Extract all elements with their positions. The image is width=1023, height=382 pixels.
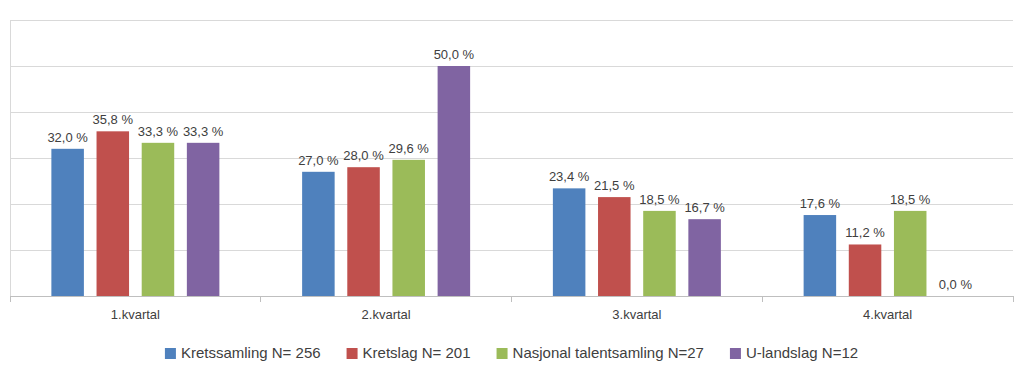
data-labels: 32,0 % 27,0 % 23,4 % 17,6 % 35,8 % 28,0 % 21,5… (47, 47, 972, 292)
data-label: 32,0 % (47, 130, 88, 145)
data-label: 33,3 % (183, 124, 224, 139)
bar (438, 66, 471, 296)
x-tick: 1.kvartal (111, 296, 160, 322)
data-label: 16,7 % (684, 200, 725, 215)
x-tick-label: 2.kvartal (362, 307, 411, 322)
data-label: 0,0 % (939, 277, 973, 292)
chart: 0102030405060 32,0 % 27,0 % 23,4 % 17,6 % 35,… (0, 0, 1023, 382)
legend-swatch (497, 348, 508, 359)
x-tick-label: 3.kvartal (612, 307, 661, 322)
y-axis: 0102030405060 (10, 21, 12, 297)
grid-line (10, 20, 1013, 21)
category-separator (1013, 296, 1014, 302)
bar (51, 149, 84, 296)
legend-item: Kretslag N= 201 (347, 344, 471, 361)
bar (804, 215, 837, 296)
x-tick-label: 1.kvartal (111, 307, 160, 322)
x-tick: 3.kvartal (612, 296, 661, 322)
y-axis-line (10, 21, 11, 297)
bar (939, 296, 972, 297)
bar (392, 160, 425, 296)
bar (894, 211, 927, 296)
legend-label: Kretslag N= 201 (363, 344, 471, 361)
legend-swatch (347, 348, 358, 359)
legend-swatch (730, 348, 741, 359)
grid-line (10, 66, 1013, 67)
bar (553, 188, 586, 296)
legend-label: Nasjonal talentsamling N=27 (513, 344, 704, 361)
data-label: 23,4 % (549, 169, 590, 184)
data-label: 35,8 % (93, 112, 134, 127)
data-label: 17,6 % (800, 196, 841, 211)
bar (598, 197, 631, 296)
legend-label: Kretssamling N= 256 (181, 344, 321, 361)
data-label: 18,5 % (639, 192, 680, 207)
bar (688, 219, 721, 296)
bar (97, 131, 130, 296)
x-tick-label: 4.kvartal (863, 307, 912, 322)
category-separator (511, 296, 512, 302)
legend-item: Nasjonal talentsamling N=27 (497, 344, 704, 361)
data-label: 11,2 % (845, 225, 885, 240)
bar (643, 211, 676, 296)
legend-swatch (165, 348, 176, 359)
x-tick: 4.kvartal (863, 296, 912, 322)
data-label: 33,3 % (138, 124, 179, 139)
legend: Kretssamling N= 256 Kretslag N= 201 Nasjon… (165, 344, 858, 361)
bar (142, 143, 175, 296)
legend-label: U-landslag N=12 (746, 344, 858, 361)
legend-item: U-landslag N=12 (730, 344, 858, 361)
category-separator (762, 296, 763, 302)
x-tick: 2.kvartal (362, 296, 411, 322)
bar (187, 143, 220, 296)
legend-item: Kretssamling N= 256 (165, 344, 321, 361)
grid-line (10, 112, 1013, 113)
category-separator (260, 296, 261, 302)
category-separator (10, 296, 11, 302)
data-label: 18,5 % (890, 192, 931, 207)
data-label: 29,6 % (388, 141, 429, 156)
grid (10, 20, 1013, 296)
x-axis: 1.kvartal 2.kvartal 3.kvartal 4.kvartal (11, 296, 1014, 322)
bar (347, 167, 380, 296)
data-label: 21,5 % (594, 178, 635, 193)
bars (51, 66, 926, 296)
data-label: 50,0 % (434, 47, 475, 62)
bar (302, 172, 335, 296)
data-label: 28,0 % (343, 148, 384, 163)
bar (849, 244, 882, 296)
data-label: 27,0 % (298, 153, 339, 168)
